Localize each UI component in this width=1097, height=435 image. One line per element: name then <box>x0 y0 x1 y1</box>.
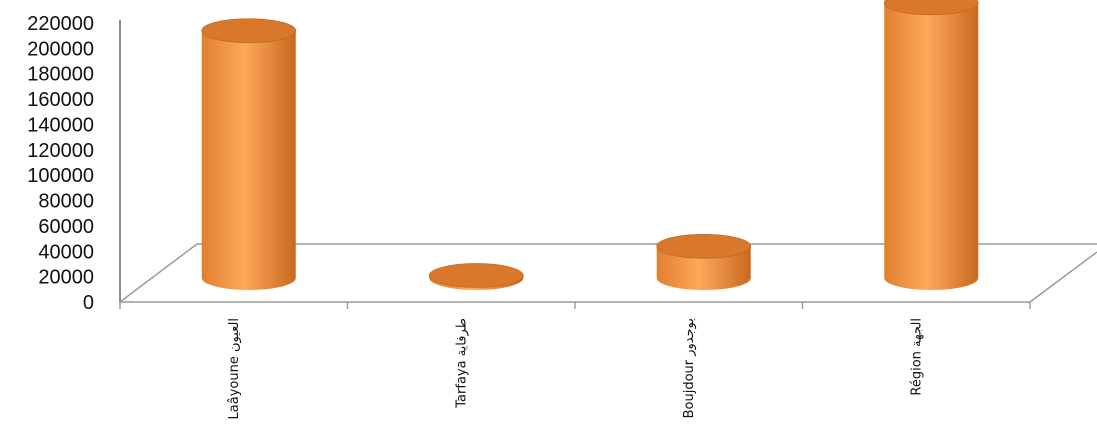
bar <box>201 18 297 290</box>
bar-body <box>884 2 979 291</box>
y-tick-label: 200000 <box>27 38 94 60</box>
category-labels: Laâyoune العيون Tarfaya طرفاية Boujdour بو… <box>227 318 925 419</box>
bar-body <box>656 246 751 290</box>
y-tick-label: 0 <box>83 292 94 314</box>
bar <box>883 0 979 291</box>
bar-top <box>201 18 297 44</box>
category-label: Boujdour بوجدور <box>682 318 697 418</box>
category-label: Région الجهة <box>909 318 924 396</box>
y-tick-label: 60000 <box>38 216 94 238</box>
y-tick-label: 80000 <box>38 191 94 213</box>
y-tick-label: 20000 <box>38 267 94 289</box>
y-tick-label: 160000 <box>27 89 94 111</box>
bar-top <box>883 0 979 16</box>
y-tick-label: 40000 <box>38 241 94 263</box>
y-tick-label: 140000 <box>27 114 94 136</box>
y-tick-label: 100000 <box>27 165 94 187</box>
bar <box>656 233 752 290</box>
y-tick-label: 220000 <box>27 13 94 35</box>
category-label: Tarfaya طرفاية <box>454 318 469 409</box>
y-tick-label: 120000 <box>27 140 94 162</box>
value-axis-ticks: 0 20000 40000 60000 80000 100000 120000 140000 1… <box>27 13 94 314</box>
y-tick-label: 180000 <box>27 64 94 86</box>
bar-body <box>201 30 296 290</box>
category-axis-ticks <box>119 302 1031 309</box>
bar-series <box>201 0 979 291</box>
floor-outline <box>119 243 1097 303</box>
floor-right-edge <box>1029 251 1097 303</box>
category-label: Laâyoune العيون <box>227 318 242 419</box>
bar-top <box>656 233 752 259</box>
bar <box>428 263 524 290</box>
bar-top <box>428 263 524 288</box>
